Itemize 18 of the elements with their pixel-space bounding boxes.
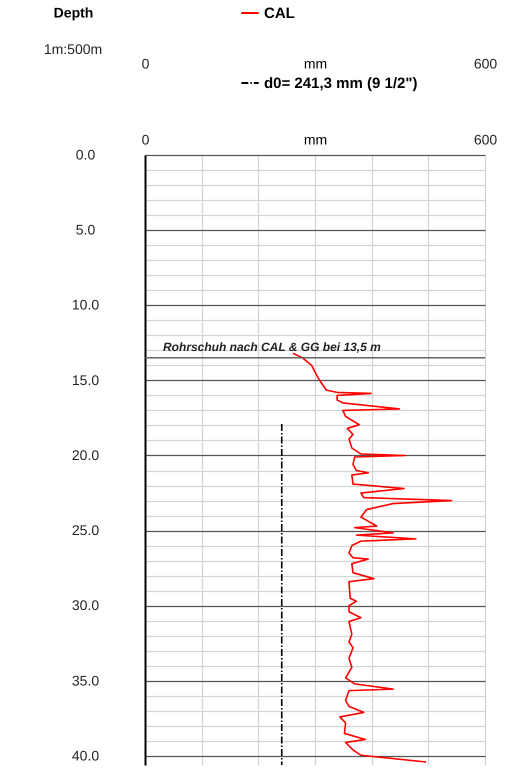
y-tick-label: 15.0	[72, 372, 100, 388]
y-tick-label: 35.0	[72, 672, 100, 688]
text: 1m:500m	[44, 41, 102, 57]
x2-tick-label: 0	[142, 56, 150, 72]
y-tick-label: 10.0	[72, 296, 100, 313]
y-tick-label: 5.0	[76, 222, 96, 238]
y-tick-label: 30.0	[72, 597, 100, 614]
y-tick-label: 40.0	[72, 747, 100, 764]
ref-line-label: Rohrschuh nach CAL & GG bei 13,5 m	[163, 340, 382, 354]
y-axis-title: Depth	[54, 4, 94, 20]
legend-label: d0= 241,3 mm (9 1/2")	[264, 75, 418, 92]
y-tick-label: 25.0	[72, 522, 100, 538]
x-axis-title: mm	[304, 132, 328, 148]
y-tick-label: 20.0	[72, 446, 100, 463]
legend-label: CAL	[264, 5, 295, 22]
x2-axis-title: mm	[304, 56, 328, 72]
x2-tick-label: 600	[474, 56, 498, 72]
y-tick-label: 0.0	[76, 146, 96, 162]
